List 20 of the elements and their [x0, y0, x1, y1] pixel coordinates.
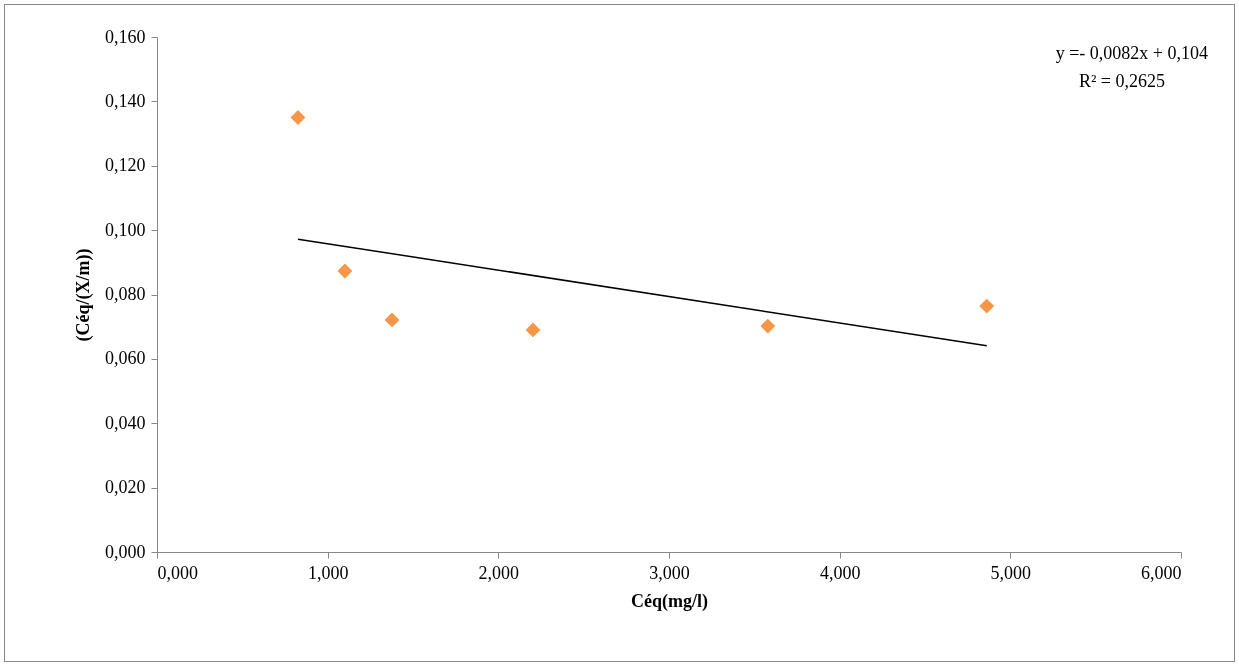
y-tick-label: 0,080	[105, 284, 146, 304]
y-tick-label: 0,060	[105, 348, 146, 369]
annotation: y =- 0,0082x + 0,104	[1055, 43, 1208, 63]
x-tick-label: 0,000	[157, 562, 198, 583]
y-tick-label: 0,000	[105, 541, 146, 562]
x-tick-label: 3,000	[649, 562, 690, 583]
y-axis-title: (Céq/(X/m))	[73, 248, 94, 342]
x-tick-label: 2,000	[478, 562, 520, 583]
y-tick-label: 0,120	[105, 155, 146, 176]
x-tick-label: 1,000	[307, 562, 349, 583]
y-tick-label: 0,140	[105, 90, 146, 111]
x-tick-label: 4,000	[819, 562, 861, 583]
y-tick-label: 0,040	[105, 412, 146, 433]
y-tick-label: 0,020	[105, 477, 146, 498]
y-tick-label: 0,100	[105, 219, 146, 240]
y-tick-label: 0,160	[105, 26, 146, 47]
x-axis-title: Céq(mg/l)	[631, 590, 708, 612]
x-tick-label: 5,000	[990, 562, 1032, 583]
annotation: R² = 0,2625	[1078, 71, 1165, 91]
x-tick-label: 6,000	[1141, 562, 1182, 583]
